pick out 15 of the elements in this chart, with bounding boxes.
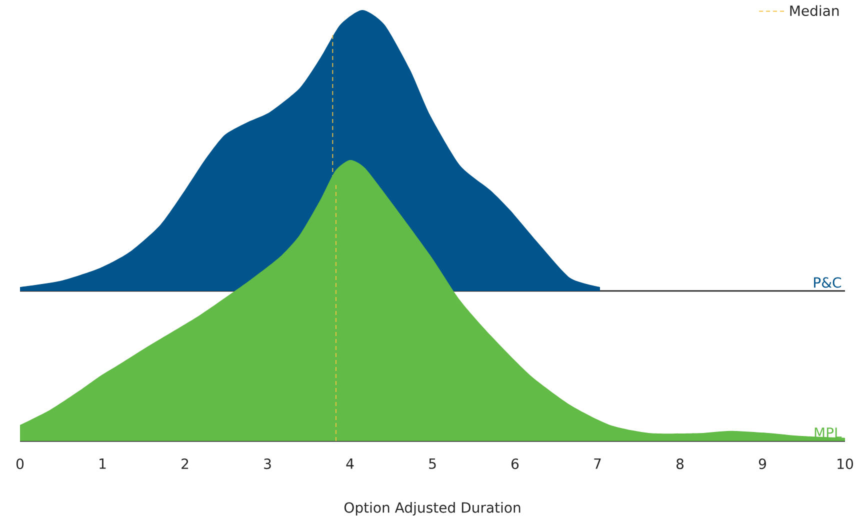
x-tick-label: 7 bbox=[594, 458, 601, 469]
x-tick-label: 9 bbox=[758, 458, 766, 470]
x-axis-title: Option Adjusted Duration bbox=[344, 502, 520, 516]
x-tick-label: 2 bbox=[182, 458, 188, 469]
x-tick-label: 8 bbox=[676, 458, 684, 470]
x-tick-label: 6 bbox=[512, 458, 519, 470]
x-tick-label: 4 bbox=[346, 458, 354, 469]
legend-label: Median bbox=[790, 5, 839, 16]
x-tick-label: 3 bbox=[264, 458, 271, 470]
series-label: MPL bbox=[814, 428, 842, 438]
x-tick-label: 1 bbox=[100, 458, 106, 469]
x-tick-label: 10 bbox=[838, 458, 853, 470]
x-tick-label: 0 bbox=[16, 458, 24, 470]
text: P&C bbox=[814, 277, 842, 288]
x-tick-label: 5 bbox=[429, 458, 436, 469]
